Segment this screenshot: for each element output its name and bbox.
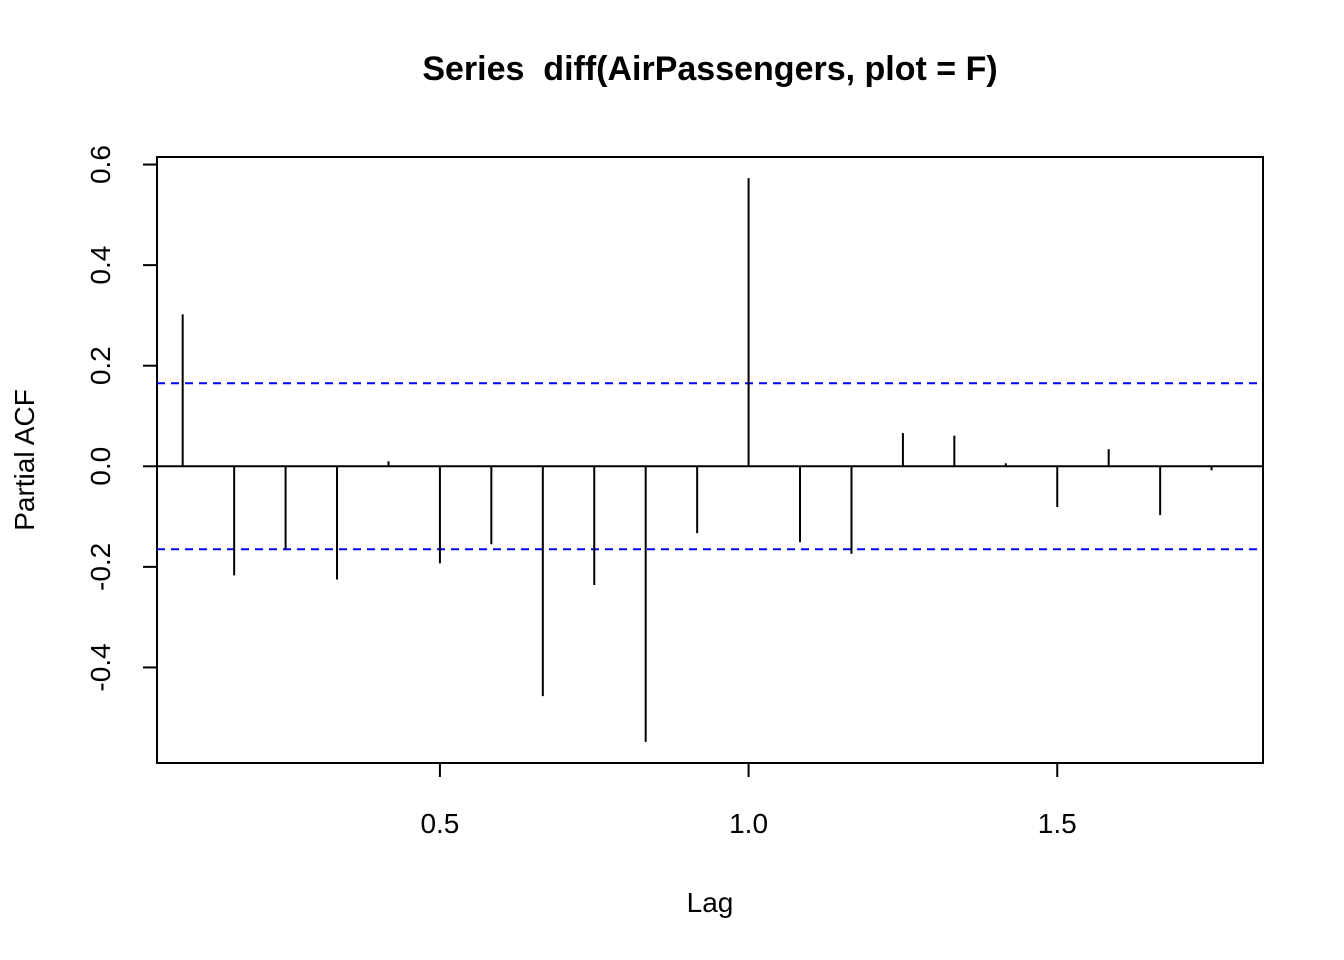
x-tick-label: 1.0	[729, 808, 768, 839]
y-tick-label: 0.4	[85, 246, 116, 285]
x-tick-label: 1.5	[1038, 808, 1077, 839]
confidence-bounds	[157, 382, 1263, 551]
x-axis: 0.5 1.0 1.5	[420, 762, 1077, 839]
x-tick-label: 0.5	[420, 808, 459, 839]
y-axis-label: Partial ACF	[9, 389, 40, 531]
y-tick-label: 0.6	[85, 145, 116, 184]
y-tick-label: -0.2	[85, 543, 116, 591]
plot-frame	[156, 156, 1264, 764]
chart-title: Series diff(AirPassengers, plot = F)	[422, 50, 997, 88]
x-axis-label: Lag	[687, 887, 734, 918]
y-axis: -0.4 -0.2 0.0 0.2 0.4 0.6	[85, 145, 158, 692]
pacf-bars	[181, 178, 1213, 742]
y-tick-label: -0.4	[85, 643, 116, 691]
y-tick-label: 0.0	[85, 447, 116, 486]
y-tick-label: 0.2	[85, 346, 116, 385]
